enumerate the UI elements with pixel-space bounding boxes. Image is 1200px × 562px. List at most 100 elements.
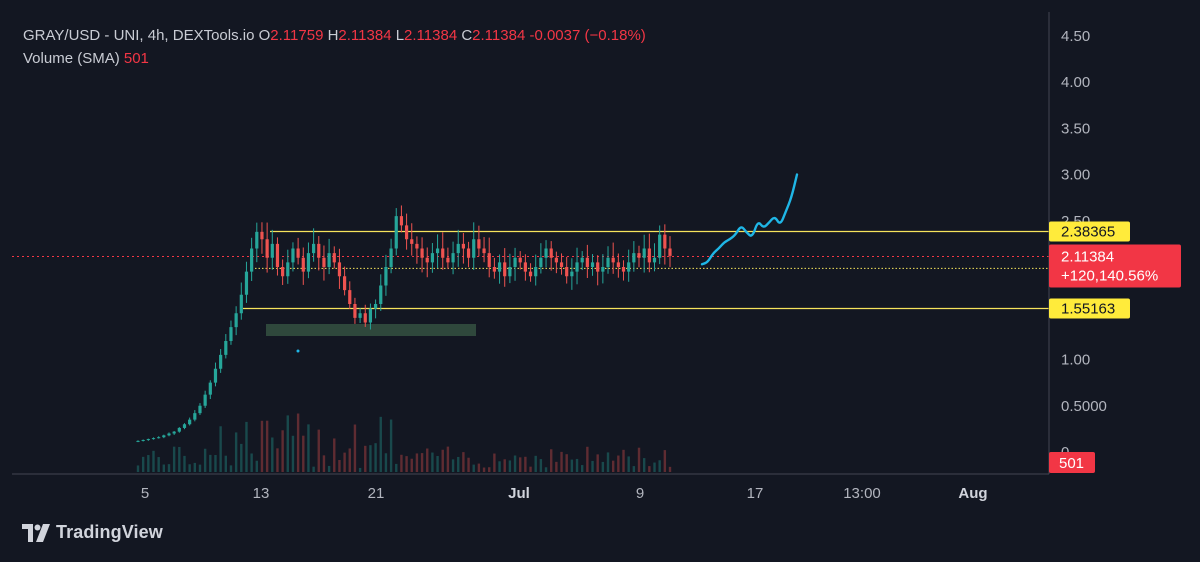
- candle-body: [585, 257, 589, 267]
- low-label: L: [395, 27, 405, 44]
- candle-body: [234, 313, 238, 328]
- volume-bar: [539, 459, 543, 472]
- support-zone-box: [266, 324, 476, 336]
- volume-bar: [193, 462, 197, 472]
- candle-body: [270, 243, 274, 258]
- candle-body: [188, 419, 192, 425]
- close-label: C: [461, 27, 473, 44]
- volume-bar: [544, 467, 548, 472]
- candle-body: [404, 225, 409, 240]
- candle-body: [291, 248, 295, 263]
- volume-bar: [524, 456, 527, 472]
- last-price-change: +120,140.56%: [1061, 267, 1158, 284]
- level-tag-resistance-bg: [1049, 221, 1130, 242]
- volume-bar: [606, 452, 610, 472]
- candle-body: [528, 271, 533, 277]
- time-axis[interactable]: 5 13 21 Jul 9 17 13:00 Aug: [141, 485, 988, 502]
- price-axis[interactable]: 4.504.003.503.002.502.001.501.000.50000: [1061, 28, 1107, 461]
- volume-bar: [400, 454, 403, 472]
- candle-body: [265, 239, 269, 258]
- volume-bar: [493, 453, 496, 472]
- price-tick-label: 3.00: [1061, 167, 1090, 184]
- candle-body: [363, 313, 367, 323]
- candle-body: [415, 243, 419, 249]
- volume-bars: [136, 413, 672, 472]
- candle-body: [281, 267, 285, 277]
- candle-body: [503, 262, 507, 277]
- candle-body: [508, 267, 512, 277]
- candle-body: [451, 253, 455, 263]
- volume-bar: [224, 455, 228, 472]
- volume-bar: [369, 445, 372, 472]
- volume-bar: [508, 460, 512, 472]
- time-tick-label: 9: [636, 485, 644, 502]
- volume-bar: [317, 429, 320, 472]
- candle-body: [260, 231, 264, 240]
- candle-body: [384, 267, 388, 286]
- volume-bar: [379, 416, 382, 472]
- volume-bar: [291, 435, 295, 472]
- candle-body: [244, 271, 249, 295]
- volume-bar: [586, 446, 589, 472]
- volume-bar: [141, 456, 145, 472]
- volume-bar: [265, 420, 269, 472]
- volume-bar: [580, 465, 584, 472]
- volume-bar: [296, 413, 300, 472]
- volume-bar: [172, 446, 176, 472]
- candle-body: [487, 253, 491, 267]
- candle-body: [544, 248, 548, 258]
- candle-body: [193, 413, 197, 420]
- volume-bar: [529, 466, 532, 472]
- candle-body: [425, 257, 429, 263]
- candle-body: [208, 382, 212, 395]
- volume-bar: [591, 460, 594, 472]
- volume-bar: [663, 450, 667, 472]
- open-label: O: [258, 27, 271, 44]
- candle-body: [343, 276, 347, 291]
- candle-body: [472, 239, 476, 258]
- volume-tag-bg: [1049, 452, 1095, 473]
- volume-bar: [575, 458, 579, 472]
- candle-body: [394, 216, 398, 249]
- candle-body: [198, 405, 202, 414]
- volume-bar: [389, 419, 393, 472]
- time-tick-label: Aug: [958, 485, 987, 502]
- volume-tag-value: 501: [1059, 455, 1084, 472]
- candle-body: [141, 439, 145, 441]
- volume-bar: [203, 448, 207, 472]
- candle-body: [219, 354, 223, 369]
- candle-body: [539, 257, 543, 267]
- candle-body: [559, 262, 564, 267]
- volume-bar: [431, 452, 434, 472]
- candle-body: [255, 231, 259, 249]
- candle-body: [332, 253, 336, 263]
- projection-drawing: [700, 173, 799, 266]
- volume-bar: [519, 457, 522, 472]
- volume-bar: [457, 456, 460, 472]
- tradingview-branding[interactable]: TradingView: [22, 522, 163, 543]
- volume-bar: [384, 453, 388, 472]
- symbol-title[interactable]: GRAY/USD - UNI, 4h, DEXTools.io: [23, 27, 255, 44]
- volume-bar: [436, 456, 439, 472]
- candle-body: [389, 248, 393, 267]
- candle-body: [637, 253, 641, 258]
- candle-body: [177, 427, 181, 432]
- volume-bar: [343, 452, 346, 472]
- volume-bar: [364, 445, 367, 472]
- candle-body: [337, 262, 342, 277]
- candle-body: [513, 257, 517, 267]
- volume-bar: [550, 449, 553, 472]
- tradingview-logo-icon: [22, 523, 50, 542]
- level-tag-support: 1.55163: [1061, 300, 1115, 317]
- volume-bar: [467, 457, 470, 472]
- volume-bar: [498, 461, 501, 472]
- candle-body: [151, 438, 156, 440]
- candle-body: [250, 248, 254, 272]
- chart-legend: GRAY/USD - UNI, 4h, DEXTools.io O2.11759…: [23, 26, 646, 69]
- last-price-value: 2.11384: [1061, 248, 1114, 265]
- volume-bar: [286, 415, 289, 472]
- volume-label[interactable]: Volume (SMA): [23, 50, 120, 67]
- candle-body: [446, 257, 450, 263]
